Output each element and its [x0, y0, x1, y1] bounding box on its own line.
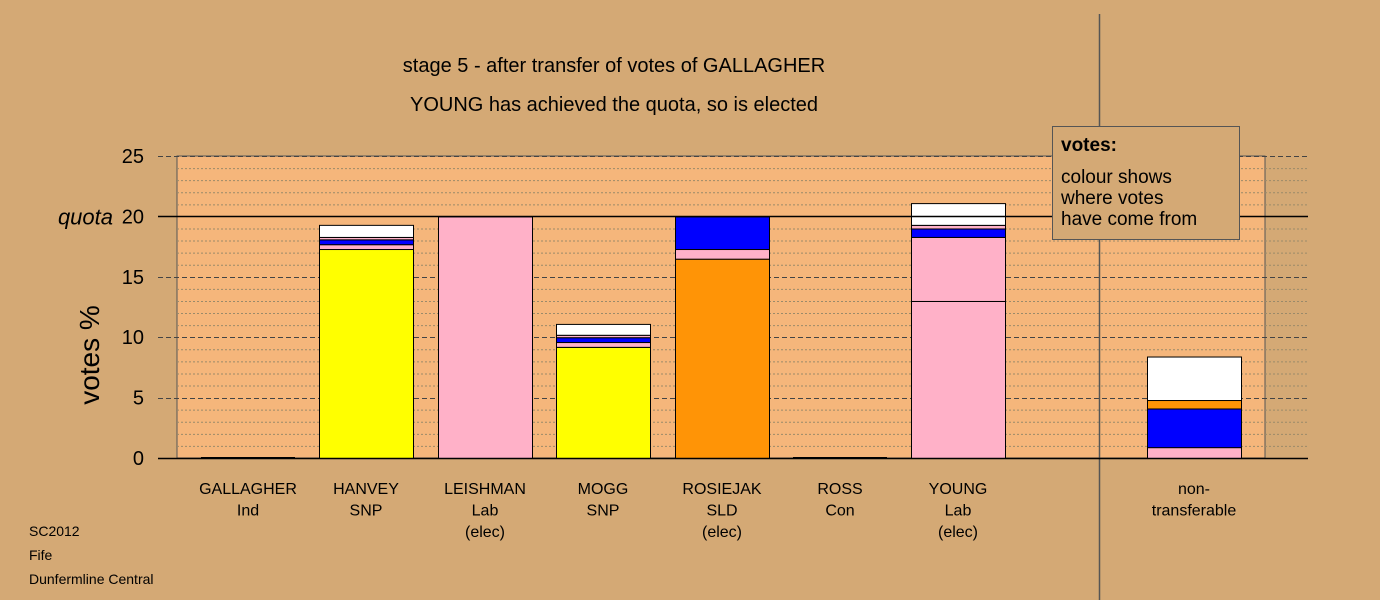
bar-segment [556, 342, 651, 348]
bar-segment [911, 228, 1006, 238]
x-tick-label: SNP [350, 503, 383, 520]
legend-line: have come from [1061, 209, 1198, 230]
y-axis-ticks: 0 5 10 15 20 25 [122, 146, 144, 470]
x-tick-label: YOUNG [929, 481, 988, 498]
bar-segment [556, 323, 651, 336]
bar-segment [1147, 408, 1242, 449]
source-election: SC2012 [29, 523, 80, 539]
bar-segment [911, 300, 1006, 459]
bar-segment [319, 249, 414, 459]
x-tick-label: SNP [587, 503, 620, 520]
x-tick-label: (elec) [702, 524, 742, 541]
legend: votes: colour shows where votes have com… [1052, 126, 1240, 240]
y-tick-label: 5 [133, 388, 144, 410]
chart-subtitle: YOUNG has achieved the quota, so is elec… [410, 94, 818, 116]
legend-title: votes: [1061, 135, 1117, 156]
x-tick-label: Lab [472, 503, 499, 520]
x-tick-label: HANVEY [333, 481, 399, 498]
bar-segment [319, 244, 414, 251]
bar-segment [1147, 447, 1242, 459]
bar-segment [911, 236, 1006, 302]
x-tick-label: MOGG [578, 481, 629, 498]
y-tick-label: 0 [133, 448, 144, 470]
x-tick-label: SLD [706, 503, 737, 520]
y-tick-label: 15 [122, 267, 144, 289]
x-tick-label: Lab [945, 503, 972, 520]
legend-line: colour shows [1061, 167, 1172, 188]
x-tick-label: LEISHMAN [444, 481, 526, 498]
bar-segment [319, 239, 414, 246]
bar-segment [556, 346, 651, 460]
bar-segment [556, 337, 651, 344]
bar-segment [1147, 356, 1242, 402]
x-tick-label: (elec) [465, 524, 505, 541]
y-tick-label: 25 [122, 146, 144, 168]
x-axis-labels: GALLAGHER Ind HANVEY SNP LEISHMAN Lab (elec) MO… [199, 481, 1236, 541]
source-council: Fife [29, 547, 53, 563]
x-tick-label: non- [1178, 481, 1210, 498]
x-tick-label: ROSS [817, 481, 862, 498]
legend-line: where votes [1061, 188, 1164, 209]
x-tick-label: Con [825, 503, 854, 520]
chart-title: stage 5 - after transfer of votes of GAL… [403, 55, 825, 77]
y-tick-label: 20 [122, 206, 144, 228]
y-axis-label: votes % [74, 305, 105, 405]
x-tick-label: ROSIEJAK [682, 481, 761, 498]
bar-segment [675, 249, 770, 260]
bar-segment [675, 216, 770, 251]
y-tick-label: 10 [122, 327, 144, 349]
bar-segment [1147, 400, 1242, 410]
x-tick-label: (elec) [938, 524, 978, 541]
bar-segment [675, 258, 770, 459]
x-tick-label: transferable [1152, 503, 1237, 520]
bar-segment [438, 216, 533, 459]
x-tick-label: Ind [237, 503, 259, 520]
bar-segment [911, 203, 1006, 226]
x-tick-label: GALLAGHER [199, 481, 297, 498]
quota-label: quota [58, 204, 113, 229]
bar-segment [911, 224, 1006, 230]
source-ward: Dunfermline Central [29, 571, 154, 587]
legend-text: colour shows where votes have come from [1061, 167, 1231, 230]
bar-segment [319, 224, 414, 238]
